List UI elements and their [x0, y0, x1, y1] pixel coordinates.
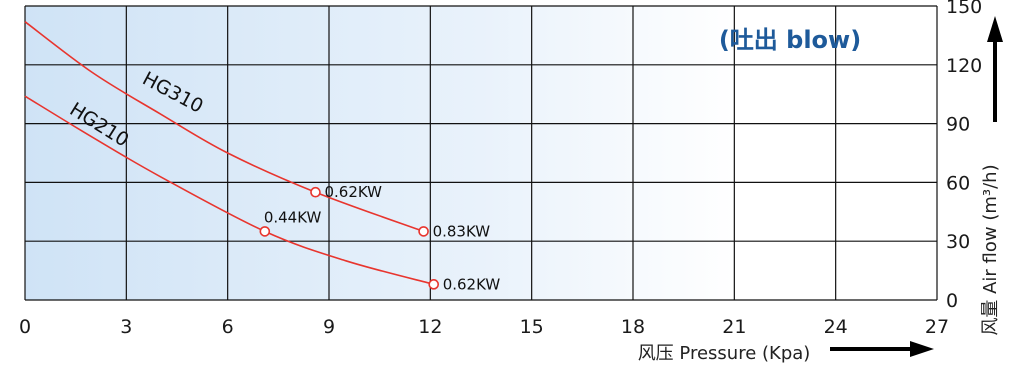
x-tick-label: 9 [323, 316, 335, 338]
y-axis-arrow-icon [987, 16, 1003, 122]
x-tick-label: 21 [722, 316, 746, 338]
data-point-marker [418, 226, 429, 237]
series-line-hg210 [24, 95, 434, 286]
x-tick-label: 24 [824, 316, 848, 338]
tick-labels: 0 3 6 9 12 15 18 21 24 27 0 30 60 90 120 150 [19, 0, 982, 338]
x-tick-label: 15 [520, 316, 544, 338]
data-point-label: 0.83KW [433, 222, 491, 240]
data-point-marker [259, 226, 271, 237]
x-tick-label: 6 [222, 316, 234, 338]
y-axis-title: 风量 Air flow (m³/h) [980, 164, 1001, 335]
chart-title: (吐出 blow) [719, 26, 861, 54]
x-tick-label: 0 [19, 316, 31, 338]
x-tick-label: 12 [418, 316, 442, 338]
data-point-label: 0.62KW [324, 183, 382, 201]
x-tick-label: 3 [120, 316, 132, 338]
plot-background [25, 6, 937, 300]
grid [24, 5, 938, 301]
series-line-hg310 [24, 21, 424, 233]
data-point-label: 0.62KW [443, 275, 501, 293]
y-tick-label: 120 [946, 55, 982, 77]
y-tick-label: 60 [946, 172, 970, 194]
y-tick-label: 0 [946, 290, 958, 312]
data-point-marker [310, 186, 321, 198]
y-tick-label: 150 [946, 0, 982, 18]
x-tick-label: 18 [621, 316, 645, 338]
x-axis-title: 风压 Pressure (Kpa) [638, 343, 811, 364]
y-tick-label: 30 [946, 231, 970, 253]
data-point-marker [428, 279, 440, 290]
x-tick-label: 27 [925, 316, 949, 338]
x-axis-arrow-icon [830, 341, 934, 357]
y-tick-label: 90 [946, 114, 970, 136]
data-point-label: 0.44KW [264, 208, 322, 226]
